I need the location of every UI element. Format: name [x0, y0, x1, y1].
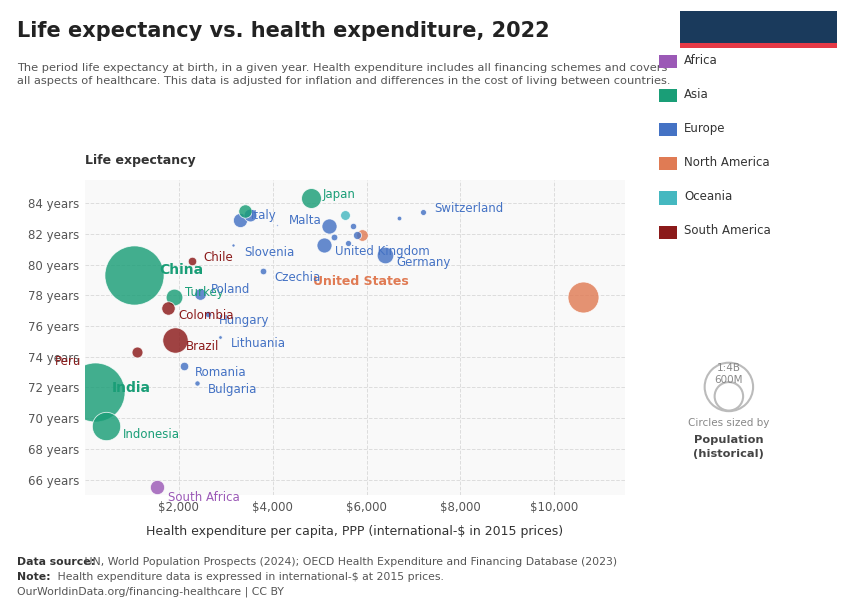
Point [167, 292, 181, 302]
Point [190, 378, 203, 388]
Point [226, 240, 240, 250]
Point [318, 240, 332, 250]
Text: Our World: Our World [725, 13, 792, 26]
Point [355, 230, 369, 240]
Text: Indonesia: Indonesia [122, 428, 179, 440]
Text: Life expectancy: Life expectancy [85, 154, 196, 167]
Text: Circles sized by: Circles sized by [688, 418, 769, 428]
Text: North America: North America [684, 156, 770, 169]
Point [150, 482, 164, 492]
Point [233, 215, 246, 225]
Point [177, 361, 190, 371]
Text: Switzerland: Switzerland [434, 202, 503, 215]
Point [168, 335, 182, 344]
Text: 600M: 600M [715, 375, 743, 385]
Point [88, 387, 102, 397]
Text: Slovenia: Slovenia [244, 247, 294, 259]
Point [99, 421, 113, 431]
Text: Colombia: Colombia [178, 310, 235, 322]
Text: Italy: Italy [251, 209, 277, 222]
Point [270, 220, 284, 229]
Text: Brazil: Brazil [186, 340, 219, 353]
X-axis label: Health expenditure per capita, PPP (international-$ in 2015 prices): Health expenditure per capita, PPP (inte… [146, 524, 564, 538]
Text: Malta: Malta [288, 214, 321, 227]
Text: in Data: in Data [734, 28, 783, 41]
Text: Japan: Japan [322, 188, 355, 201]
Point [257, 266, 270, 275]
Text: Data source:: Data source: [17, 557, 95, 567]
Point [350, 230, 364, 240]
Text: Lithuania: Lithuania [231, 337, 286, 350]
Text: UN, World Population Prospects (2024); OECD Health Expenditure and Financing Dat: UN, World Population Prospects (2024); O… [81, 557, 617, 567]
Point [243, 211, 257, 220]
Text: South Africa: South Africa [168, 491, 241, 503]
Text: Health expenditure data is expressed in international-$ at 2015 prices.: Health expenditure data is expressed in … [54, 572, 444, 583]
Point [346, 221, 360, 231]
Point [338, 211, 352, 220]
Point [322, 221, 336, 231]
Text: Africa: Africa [684, 53, 718, 67]
Text: Population: Population [694, 435, 763, 445]
Text: Poland: Poland [211, 283, 251, 296]
Point [185, 257, 199, 266]
Text: Note:: Note: [17, 572, 51, 583]
Text: 1:4B: 1:4B [717, 363, 741, 373]
Point [193, 289, 207, 299]
Text: The period life expectancy at birth, in a given year. Health expenditure include: The period life expectancy at birth, in … [17, 63, 671, 86]
Text: United Kingdom: United Kingdom [336, 245, 430, 258]
Text: Bulgaria: Bulgaria [207, 383, 258, 396]
Point [304, 194, 318, 203]
Point [212, 332, 226, 341]
Text: India: India [111, 381, 150, 395]
Text: Turkey: Turkey [185, 286, 224, 299]
Text: (historical): (historical) [693, 449, 764, 459]
Text: Asia: Asia [684, 88, 709, 101]
Point [201, 309, 215, 319]
Text: Life expectancy vs. health expenditure, 2022: Life expectancy vs. health expenditure, … [17, 21, 550, 41]
Text: China: China [159, 263, 203, 277]
Text: Peru: Peru [54, 355, 81, 368]
Text: Czechia: Czechia [275, 271, 320, 284]
Point [238, 206, 252, 215]
Point [327, 232, 341, 242]
Text: Oceania: Oceania [684, 190, 733, 203]
Text: Chile: Chile [203, 251, 233, 264]
Text: South America: South America [684, 224, 771, 238]
Text: Europe: Europe [684, 122, 726, 135]
Text: Hungary: Hungary [219, 314, 269, 327]
Point [378, 250, 392, 260]
Point [393, 214, 406, 223]
Point [575, 292, 589, 302]
Point [161, 303, 174, 313]
Point [128, 271, 141, 280]
Text: Germany: Germany [396, 256, 450, 269]
Point [416, 208, 430, 217]
Text: OurWorldinData.org/financing-healthcare | CC BY: OurWorldinData.org/financing-healthcare … [17, 587, 284, 598]
Text: Romania: Romania [195, 367, 246, 379]
Text: United States: United States [313, 275, 409, 288]
Point [341, 238, 354, 248]
Point [130, 347, 144, 357]
